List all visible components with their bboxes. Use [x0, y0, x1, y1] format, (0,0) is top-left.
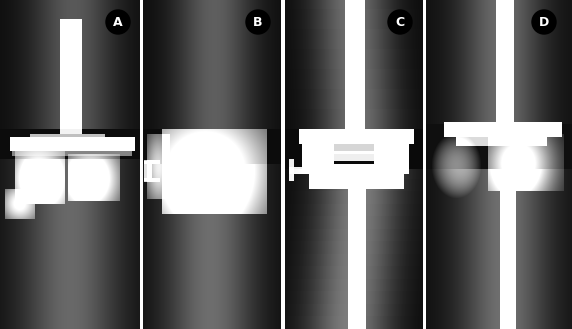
Text: B: B	[253, 15, 263, 29]
Circle shape	[388, 10, 412, 34]
Circle shape	[532, 10, 556, 34]
Text: C: C	[395, 15, 404, 29]
Circle shape	[246, 10, 270, 34]
Text: A: A	[113, 15, 123, 29]
Circle shape	[106, 10, 130, 34]
Text: D: D	[539, 15, 549, 29]
